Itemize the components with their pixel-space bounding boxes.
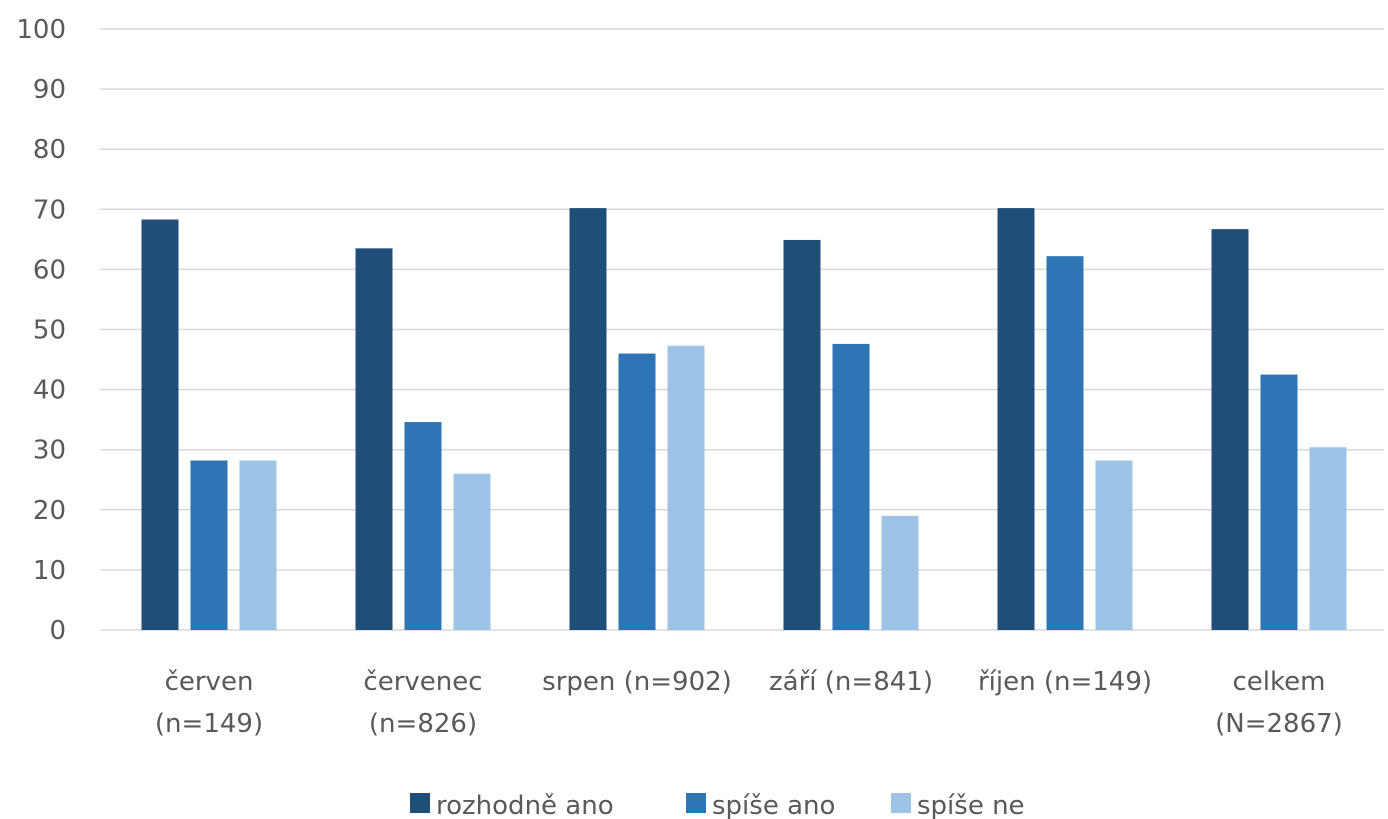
bar — [141, 219, 179, 630]
y-tick-label: 50 — [33, 316, 66, 346]
x-category-label-line: říjen (n=149) — [978, 667, 1152, 697]
bar — [190, 460, 228, 630]
y-tick-label: 0 — [49, 616, 66, 646]
y-tick-label: 90 — [33, 75, 66, 105]
x-category-label: celkem (N=2867) — [1215, 667, 1343, 739]
bar — [1309, 447, 1347, 630]
y-tick-label: 20 — [33, 496, 66, 526]
gridlines — [100, 28, 1384, 631]
x-category-label-line: červen — [165, 667, 254, 697]
x-category-label: červen (n=149) — [155, 667, 263, 739]
legend-label: spíše ano — [712, 791, 835, 819]
x-category-label-line: červenec — [363, 667, 482, 697]
bar — [667, 345, 705, 630]
x-category-label-line: (n=149) — [155, 709, 263, 739]
bar — [404, 422, 442, 630]
bar — [783, 239, 821, 631]
bar — [997, 208, 1035, 630]
x-category-label: srpen (n=902) — [542, 667, 732, 697]
bar — [453, 473, 491, 630]
bar — [618, 353, 656, 630]
x-category-label-line: (n=826) — [369, 709, 477, 739]
bar — [832, 343, 870, 630]
legend-swatch — [686, 793, 706, 813]
legend-swatch — [891, 793, 911, 813]
y-tick-label: 80 — [33, 135, 66, 165]
bar — [355, 248, 393, 631]
bar — [569, 208, 607, 630]
legend: rozhodně ano spíše ano spíše ne — [410, 791, 1025, 819]
legend-label: spíše ne — [917, 791, 1025, 819]
y-tick-label: 40 — [33, 376, 66, 406]
bar — [1046, 256, 1084, 630]
x-category-label-line: (N=2867) — [1215, 709, 1343, 739]
x-category-label-line: září (n=841) — [769, 667, 933, 697]
legend-swatch — [410, 793, 430, 813]
bar — [1260, 374, 1298, 630]
legend-label: rozhodně ano — [436, 791, 614, 819]
y-tick-label: 30 — [33, 436, 66, 466]
y-tick-label: 70 — [33, 195, 66, 225]
bar — [239, 460, 277, 630]
x-category-label-line: celkem — [1233, 667, 1326, 697]
y-axis-ticks: 0 10 20 30 40 50 60 70 80 90 100 — [16, 15, 66, 646]
bar — [881, 515, 919, 630]
x-category-label-line: srpen (n=902) — [542, 667, 732, 697]
y-tick-label: 10 — [33, 556, 66, 586]
bar — [1095, 460, 1133, 630]
x-category-label: říjen (n=149) — [978, 667, 1152, 697]
x-category-label: červenec (n=826) — [363, 667, 482, 739]
y-tick-label: 100 — [16, 15, 66, 45]
bar — [1211, 229, 1249, 630]
x-category-label: září (n=841) — [769, 667, 933, 697]
x-axis-categories: červen (n=149) červenec (n=826) srpen (n=902… — [155, 667, 1343, 739]
y-tick-label: 60 — [33, 255, 66, 285]
bars — [141, 208, 1347, 631]
